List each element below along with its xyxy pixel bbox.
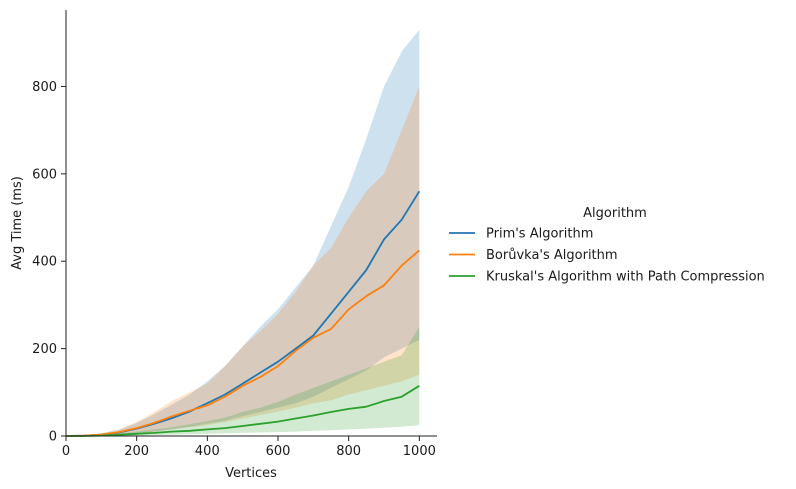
y-tick-label: 400 xyxy=(32,255,57,270)
confidence-band-2 xyxy=(66,326,420,436)
y-ticks: 0 200 400 600 800 xyxy=(32,80,66,445)
x-tick-label: 800 xyxy=(336,444,361,459)
x-tick-label: 0 xyxy=(62,444,70,459)
legend-entry-0: Prim's Algorithm xyxy=(486,227,593,242)
legend-entry-2: Kruskal's Algorithm with Path Compressio… xyxy=(486,270,765,285)
y-tick-label: 800 xyxy=(32,80,57,95)
series-line-1 xyxy=(65,249,420,437)
confidence-band-1 xyxy=(66,86,420,436)
legend-entry-1: Borůvka's Algorithm xyxy=(486,248,618,263)
axes xyxy=(65,10,437,437)
x-axis-label: Vertices xyxy=(225,466,277,481)
x-tick-label: 200 xyxy=(124,444,149,459)
y-tick-label: 600 xyxy=(32,167,57,182)
y-axis-label: Avg Time (ms) xyxy=(10,176,25,270)
series-line-2 xyxy=(66,385,420,437)
series-lines xyxy=(65,190,421,437)
confidence-bands xyxy=(66,29,420,436)
y-tick-label: 200 xyxy=(32,342,57,357)
x-tick-label: 600 xyxy=(266,444,291,459)
y-tick-label: 0 xyxy=(49,430,57,445)
x-tick-label: 400 xyxy=(195,444,220,459)
x-ticks: 0 200 400 600 800 1000 xyxy=(62,436,436,459)
legend: Algorithm Prim's Algorithm Borůvka's Algo… xyxy=(449,206,765,285)
x-tick-label: 1000 xyxy=(403,444,436,459)
legend-title: Algorithm xyxy=(583,206,647,221)
confidence-band-0 xyxy=(66,29,420,436)
